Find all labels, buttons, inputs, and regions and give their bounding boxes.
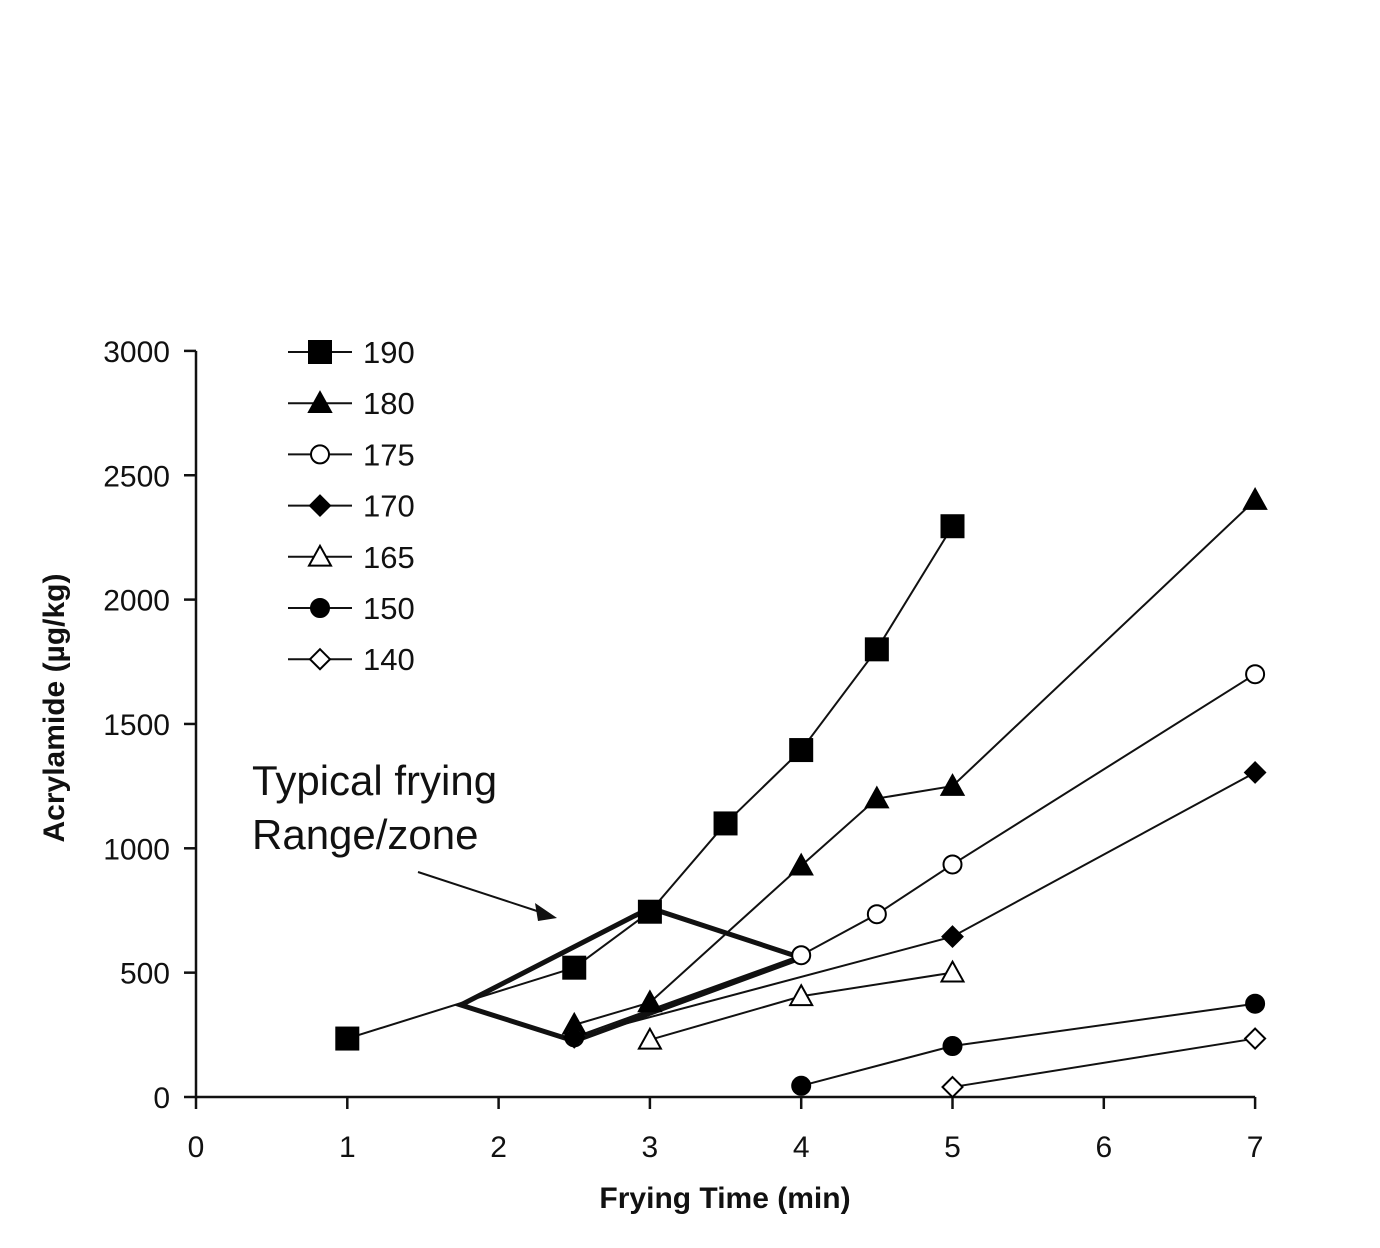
x-tick-label: 4	[793, 1131, 810, 1164]
x-tick-label: 3	[642, 1131, 659, 1164]
annotation-arrow	[417, 871, 557, 921]
data-point-190	[940, 514, 965, 539]
legend-marker	[307, 390, 333, 413]
y-tick-label: 2000	[103, 585, 170, 618]
data-point-190	[562, 955, 587, 980]
data-point-140	[941, 1075, 964, 1099]
legend-entry-180: 180	[288, 386, 415, 421]
data-point-180	[788, 852, 814, 876]
x-axis-title: Frying Time (min)	[599, 1182, 850, 1215]
data-point-190	[637, 899, 662, 924]
data-point-170	[1243, 761, 1267, 784]
data-point-150	[791, 1075, 812, 1096]
series-line-180	[573, 499, 1256, 1026]
data-point-180	[637, 989, 663, 1013]
legend-entry-190: 190	[288, 335, 415, 370]
annotation-line-1: Typical frying	[252, 757, 497, 804]
y-axis-title: Acrylamide (µg/kg)	[38, 573, 71, 842]
data-point-175	[1245, 664, 1266, 685]
frying-zone	[454, 905, 809, 1044]
y-tick-label: 1000	[103, 833, 170, 866]
data-point-170	[562, 1025, 586, 1049]
data-point-180	[939, 773, 966, 796]
series-line-170	[573, 771, 1256, 1039]
legend-marker	[310, 598, 330, 618]
data-point-165	[788, 983, 814, 1007]
x-tick-label: 2	[490, 1131, 507, 1164]
data-point-175	[791, 945, 812, 966]
legend-label: 180	[363, 386, 415, 421]
legend-marker	[308, 494, 332, 518]
series-line-175	[573, 673, 1256, 1039]
legend-label: 165	[363, 540, 415, 575]
data-point-180	[864, 785, 890, 809]
legend-entry-165: 165	[288, 540, 415, 575]
legend: 190 180 175 170 165 150 140	[288, 335, 415, 677]
data-point-190	[335, 1026, 360, 1051]
legend-label: 190	[363, 335, 415, 370]
data-point-165	[939, 959, 966, 983]
data-point-170	[941, 925, 964, 949]
frying-zone-outline	[454, 905, 809, 1044]
legend-marker	[307, 543, 333, 567]
data-point-190	[864, 637, 889, 662]
legend-marker	[308, 340, 332, 364]
y-tick-label: 500	[120, 958, 170, 991]
axes: 0 500 1000 1500 2000 2500 3000 0 1 2 3 4 5 6 7	[103, 336, 1263, 1164]
legend-entry-140: 140	[288, 642, 415, 677]
data-point-175	[942, 854, 963, 875]
data-point-150	[1245, 993, 1266, 1014]
series-line-150	[800, 1002, 1256, 1087]
series-markers	[335, 487, 1268, 1099]
x-tick-label: 1	[339, 1131, 356, 1164]
x-tick-label: 6	[1095, 1131, 1112, 1164]
data-point-165	[637, 1026, 663, 1050]
legend-entry-175: 175	[288, 437, 415, 472]
legend-marker	[310, 444, 330, 465]
legend-label: 140	[363, 642, 415, 677]
legend-label: 150	[363, 591, 415, 626]
data-point-140	[1243, 1027, 1267, 1050]
series-line-165	[649, 971, 953, 1041]
data-point-190	[713, 811, 738, 836]
legend-marker	[308, 647, 332, 671]
y-tick-label: 0	[153, 1082, 170, 1115]
legend-label: 170	[363, 489, 415, 524]
data-point-150	[942, 1036, 963, 1057]
y-tick-label: 1500	[103, 709, 170, 742]
y-tick-label: 2500	[103, 460, 170, 493]
annotation-line-2: Range/zone	[252, 811, 479, 858]
y-tick-label: 3000	[103, 336, 170, 369]
x-tick-label: 0	[188, 1131, 205, 1164]
legend-entry-150: 150	[288, 591, 415, 626]
data-point-190	[789, 738, 814, 763]
data-point-175	[866, 904, 887, 925]
x-tick-label: 7	[1247, 1131, 1264, 1164]
data-point-180	[1242, 487, 1268, 510]
legend-entry-170: 170	[288, 489, 415, 524]
series-line-140	[952, 1037, 1256, 1089]
legend-label: 175	[363, 437, 415, 472]
x-tick-label: 5	[944, 1131, 961, 1164]
